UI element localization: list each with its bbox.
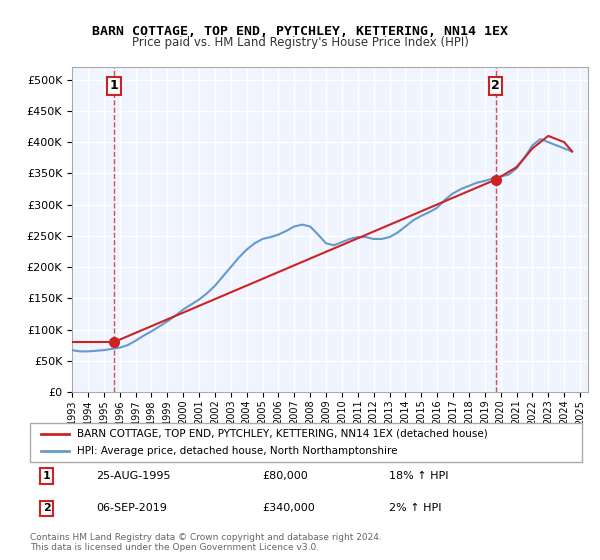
Text: BARN COTTAGE, TOP END, PYTCHLEY, KETTERING, NN14 1EX (detached house): BARN COTTAGE, TOP END, PYTCHLEY, KETTERI… — [77, 429, 488, 439]
Text: 25-AUG-1995: 25-AUG-1995 — [96, 471, 171, 481]
Text: £80,000: £80,000 — [262, 471, 308, 481]
Text: HPI: Average price, detached house, North Northamptonshire: HPI: Average price, detached house, Nort… — [77, 446, 397, 456]
Text: £340,000: £340,000 — [262, 503, 314, 514]
Text: This data is licensed under the Open Government Licence v3.0.: This data is licensed under the Open Gov… — [30, 543, 319, 552]
Text: Contains HM Land Registry data © Crown copyright and database right 2024.: Contains HM Land Registry data © Crown c… — [30, 533, 382, 542]
Text: Price paid vs. HM Land Registry's House Price Index (HPI): Price paid vs. HM Land Registry's House … — [131, 36, 469, 49]
Text: 2: 2 — [43, 503, 50, 514]
Text: 18% ↑ HPI: 18% ↑ HPI — [389, 471, 448, 481]
Text: 1: 1 — [43, 471, 50, 481]
Text: 2% ↑ HPI: 2% ↑ HPI — [389, 503, 442, 514]
FancyBboxPatch shape — [30, 423, 582, 462]
Text: 2: 2 — [491, 80, 500, 92]
Text: 06-SEP-2019: 06-SEP-2019 — [96, 503, 167, 514]
Text: BARN COTTAGE, TOP END, PYTCHLEY, KETTERING, NN14 1EX: BARN COTTAGE, TOP END, PYTCHLEY, KETTERI… — [92, 25, 508, 38]
Text: 1: 1 — [110, 80, 118, 92]
